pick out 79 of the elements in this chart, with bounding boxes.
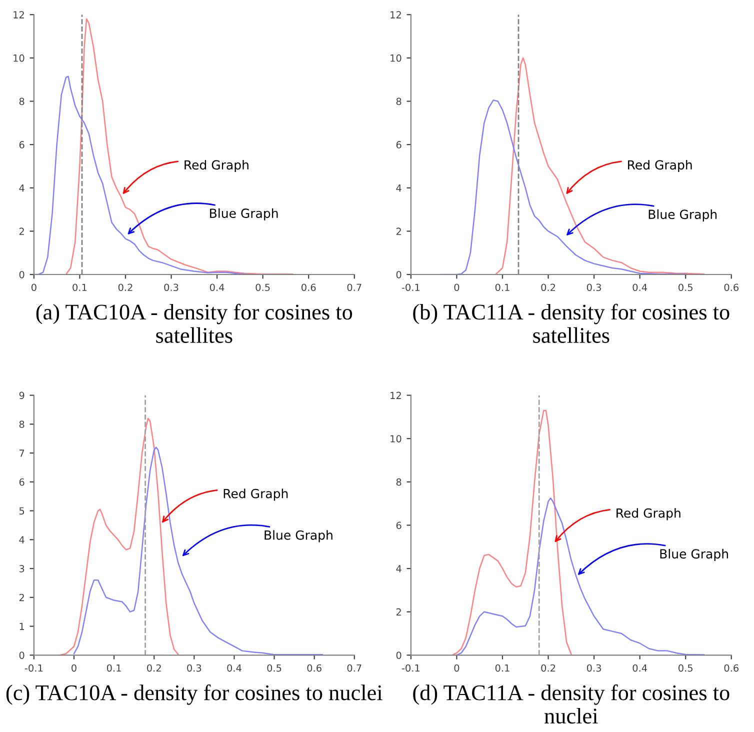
y-tick-label: 8 — [19, 420, 24, 428]
line-series — [59, 418, 179, 656]
y-tick-label: 5 — [19, 507, 24, 515]
x-tick-label: 0 — [454, 284, 460, 292]
annotation: Blue Graph — [648, 209, 717, 222]
y-tick-label: 3 — [19, 565, 24, 572]
y-tick-label: 9 — [19, 392, 24, 400]
text: (b) TAC11A - density for cosines to satellites — [413, 304, 730, 343]
x-tick-label: 0.3 — [586, 664, 601, 672]
y-tick-label: 0 — [396, 270, 402, 278]
x-tick-label: 0 — [72, 664, 76, 672]
x-tick-label: -0.1 — [402, 664, 420, 672]
x-tick-label: 0.4 — [210, 284, 224, 292]
x-tick-label: 0.3 — [586, 284, 601, 292]
x-tick-label: 0.5 — [678, 284, 692, 292]
annotation: Red Graph — [616, 508, 680, 520]
text: (a) TAC10A - density for cosines to satellites — [36, 304, 352, 343]
x-tick-label: 0.5 — [678, 664, 692, 672]
annotation: Blue Graph — [210, 208, 278, 220]
x-tick-label: 0.4 — [632, 664, 648, 672]
x-tick-label: 0 — [31, 284, 36, 292]
x-tick-label: 0.3 — [187, 664, 202, 672]
x-tick-label: 0.6 — [724, 284, 738, 292]
x-tick-label: 0.5 — [267, 664, 282, 672]
y-tick-label: 8 — [19, 98, 24, 106]
line-series — [452, 410, 572, 656]
y-tick-label: 4 — [396, 184, 402, 192]
y-tick-label: 4 — [396, 565, 402, 572]
y-tick-label: 10 — [390, 435, 402, 442]
y-tick-label: 6 — [19, 141, 24, 148]
y-tick-label: 0 — [19, 270, 24, 278]
annotation: Red Graph — [628, 160, 692, 172]
x-tick-label: 0.6 — [307, 664, 322, 672]
y-tick-label: 6 — [396, 522, 402, 530]
y-tick-label: 1 — [20, 622, 24, 630]
y-tick-label: 6 — [19, 478, 24, 486]
y-tick-label: 2 — [19, 228, 24, 235]
annotation: Red Graph — [224, 488, 288, 501]
x-tick-label: 0.2 — [118, 284, 132, 292]
y-tick-label: 12 — [390, 11, 401, 18]
y-tick-label: 10 — [390, 54, 402, 62]
y-tick-label: 8 — [396, 478, 402, 486]
x-tick-label: 0.4 — [227, 664, 242, 672]
x-tick-label: 0.1 — [106, 664, 121, 672]
x-tick-label: 0.7 — [347, 664, 362, 672]
x-tick-label: 0.4 — [632, 284, 648, 292]
x-tick-label: -0.1 — [402, 284, 420, 292]
y-tick-label: 2 — [396, 608, 401, 616]
y-tick-label: 2 — [396, 228, 401, 235]
y-tick-label: 12 — [14, 11, 24, 18]
x-tick-label: 0.6 — [724, 664, 738, 672]
x-tick-label: 0.6 — [302, 284, 316, 292]
annotation: Red Graph — [184, 160, 248, 172]
y-tick-label: 10 — [14, 54, 24, 62]
x-tick-label: 0.3 — [164, 284, 178, 292]
y-tick-label: 0 — [19, 652, 24, 659]
x-tick-label: 0.1 — [72, 284, 87, 292]
y-tick-label: 4 — [19, 536, 24, 544]
y-tick-label: 7 — [20, 450, 24, 457]
text: (d) TAC11A - density for cosines to nuclei — [413, 684, 730, 724]
x-tick-label: 0.7 — [347, 284, 362, 292]
x-tick-label: 0.2 — [147, 664, 161, 672]
x-tick-label: 0.1 — [495, 664, 510, 672]
annotation: Blue Graph — [660, 548, 728, 562]
x-tick-label: -0.1 — [24, 664, 43, 672]
x-tick-label: 0.2 — [541, 664, 556, 672]
text: (c) TAC10A - density for cosines to nuclei — [6, 684, 382, 705]
y-tick-label: 12 — [390, 392, 401, 399]
y-tick-label: 6 — [396, 141, 402, 148]
line-series — [65, 18, 294, 274]
x-tick-label: 0.2 — [541, 284, 556, 292]
y-tick-label: 0 — [396, 652, 402, 659]
y-tick-label: 2 — [19, 594, 24, 602]
annotation: Blue Graph — [264, 530, 332, 542]
y-tick-label: 4 — [19, 184, 24, 192]
x-tick-label: 0.5 — [256, 284, 270, 292]
x-tick-label: 0.1 — [495, 284, 510, 292]
x-tick-label: 0 — [454, 664, 460, 672]
y-tick-label: 8 — [396, 98, 402, 106]
